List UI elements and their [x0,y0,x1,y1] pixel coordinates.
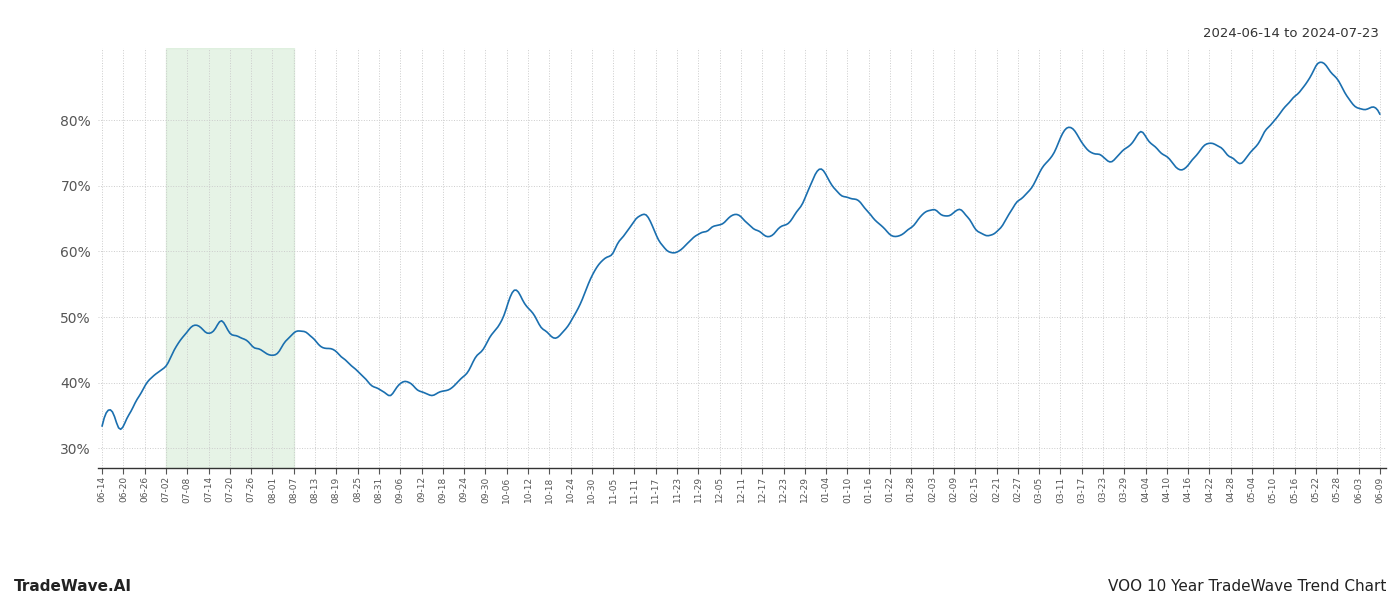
Text: VOO 10 Year TradeWave Trend Chart: VOO 10 Year TradeWave Trend Chart [1107,579,1386,594]
Bar [167,48,294,468]
Text: 2024-06-14 to 2024-07-23: 2024-06-14 to 2024-07-23 [1203,27,1379,40]
Text: TradeWave.AI: TradeWave.AI [14,579,132,594]
